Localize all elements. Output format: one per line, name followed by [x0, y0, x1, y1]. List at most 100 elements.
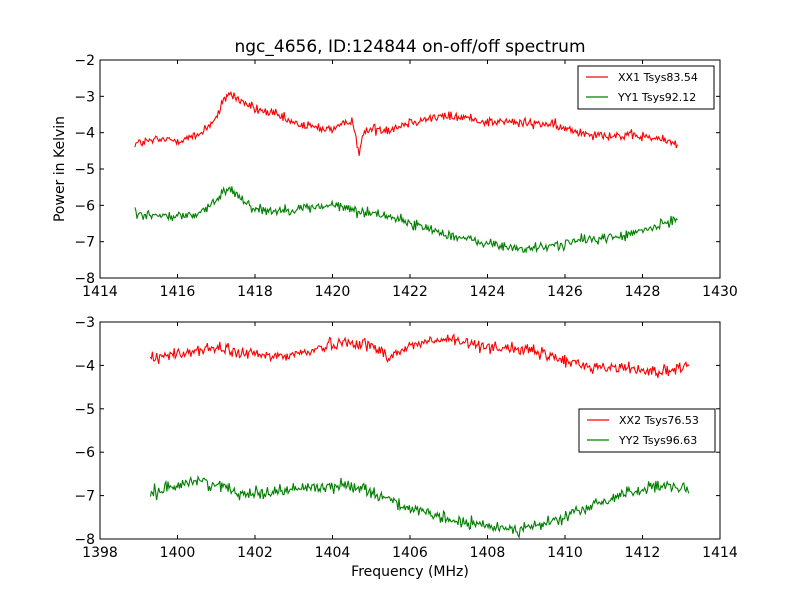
bottom-series-2-point — [642, 489, 643, 490]
top-series-2-point — [448, 234, 449, 235]
top-x-tick-label: 1416 — [160, 284, 196, 300]
bottom-series-1-point — [603, 367, 604, 368]
top-series-2-point — [177, 216, 178, 217]
bottom-series-2-point — [603, 502, 604, 503]
top-series-1-point — [661, 139, 662, 140]
top-series-1-point — [603, 134, 604, 135]
top-series-1-point — [677, 143, 678, 144]
bottom-series-2-point — [545, 523, 546, 524]
bottom-series-1-point — [274, 356, 275, 357]
bottom-series-1-point — [177, 354, 178, 355]
bottom-series-2-point — [177, 484, 178, 485]
bottom-x-tick-label: 1404 — [315, 545, 351, 561]
top-series-2-point — [239, 196, 240, 197]
top-series-2-point — [468, 239, 469, 240]
bottom-y-tick-label: −6 — [74, 445, 95, 461]
bottom-legend-entry: YY2 Tsys96.63 — [618, 434, 697, 447]
top-series-1-point — [359, 154, 360, 155]
top-series-2-point — [227, 187, 228, 188]
bottom-series-2-point — [564, 517, 565, 518]
bottom-series-1-point — [332, 343, 333, 344]
top-y-tick-label: −5 — [74, 162, 95, 178]
bottom-series-2-point — [254, 493, 255, 494]
top-series-2-point — [409, 223, 410, 224]
top-x-tick-label: 1430 — [702, 284, 738, 300]
bottom-series-1-point — [409, 345, 410, 346]
bottom-series-1-point — [584, 365, 585, 366]
bottom-series-2-point — [216, 484, 217, 485]
bottom-legend-box — [578, 408, 716, 453]
bottom-series-1-point — [390, 356, 391, 357]
top-legend-entry: YY1 Tsys92.12 — [617, 91, 696, 104]
bottom-y-tick-label: −4 — [74, 358, 95, 374]
bottom-series-2-point — [332, 486, 333, 487]
bottom-legend: XX2 Tsys76.53 YY2 Tsys96.63 — [578, 408, 716, 453]
bottom-series-2-point — [688, 489, 689, 490]
top-series-1-point — [584, 132, 585, 133]
top-series-2-point — [293, 208, 294, 209]
top-series-2-point — [584, 239, 585, 240]
top-y-tick-label: −6 — [74, 198, 95, 214]
bottom-series-1-point — [642, 369, 643, 370]
top-series-1-point — [158, 139, 159, 140]
bottom-y-tick-label: −8 — [74, 532, 95, 548]
bottom-x-tick-label: 1402 — [237, 545, 273, 561]
bottom-series-2-point — [429, 515, 430, 516]
top-series-2-point — [506, 247, 507, 248]
bottom-series-2-point — [274, 491, 275, 492]
top-series-1-point — [623, 136, 624, 137]
bottom-series-1-point — [448, 339, 449, 340]
top-y-tick-label: −4 — [74, 126, 95, 142]
bottom-series-2-point — [293, 489, 294, 490]
top-x-tick-label: 1428 — [625, 284, 661, 300]
top-series-2-point — [564, 243, 565, 244]
bottom-series-2-point — [150, 493, 151, 494]
top-series-2-point — [371, 212, 372, 213]
bottom-series-2-point — [409, 508, 410, 509]
top-series-2-point — [254, 208, 255, 209]
bottom-legend-entry: XX2 Tsys76.53 — [619, 414, 699, 427]
bottom-series-1-point — [506, 347, 507, 348]
top-series-2-point — [351, 208, 352, 209]
bottom-series-2-point — [196, 480, 197, 481]
bottom-x-tick-label: 1400 — [160, 545, 196, 561]
top-y-axis-label: Power in Kelvin — [52, 116, 68, 222]
top-series-1-point — [227, 92, 228, 93]
top-series-2-point — [661, 225, 662, 226]
top-series-1-point — [526, 123, 527, 124]
top-y-tick-label: −3 — [74, 89, 95, 105]
top-legend: XX1 Tsys83.54 YY1 Tsys92.12 — [577, 65, 715, 110]
bottom-x-tick-label: 1406 — [392, 545, 428, 561]
top-series-1-point — [239, 99, 240, 100]
top-series-2-point — [623, 236, 624, 237]
top-series-1-point — [564, 128, 565, 129]
top-x-tick-label: 1420 — [315, 284, 351, 300]
bottom-x-tick-label: 1414 — [702, 545, 738, 561]
top-series-1-point — [363, 132, 364, 133]
bottom-y-tick-label: −3 — [74, 315, 95, 331]
top-x-tick-label: 1418 — [237, 284, 273, 300]
bottom-series-1-point — [429, 341, 430, 342]
bottom-series-1-point — [216, 347, 217, 348]
bottom-panel: 1398 1400 1402 1404 1406 1408 1410 1412 1414 −8 −7… — [74, 315, 738, 580]
top-series-1-point — [409, 121, 410, 122]
top-panel: 1414 1416 1418 1420 1422 1424 1426 1428 1430 −8 −7… — [52, 37, 738, 300]
top-series-1-point — [371, 128, 372, 129]
top-x-tick-label: 1422 — [392, 284, 428, 300]
bottom-series-1-point — [661, 371, 662, 372]
bottom-series-1-point — [254, 354, 255, 355]
top-series-1-point — [642, 136, 643, 137]
bottom-series-1-point — [351, 341, 352, 342]
bottom-series-2-point — [371, 491, 372, 492]
top-series-1-point — [344, 125, 345, 126]
top-series-1-point — [429, 118, 430, 119]
top-series-2-point — [332, 205, 333, 206]
bottom-series-1-point — [371, 345, 372, 346]
bottom-series-1-point — [235, 352, 236, 353]
bottom-series-1-point — [487, 345, 488, 346]
bottom-x-tick-label: 1410 — [547, 545, 583, 561]
top-series-2-point — [274, 210, 275, 211]
top-x-tick-label: 1414 — [82, 284, 118, 300]
top-y-tick-label: −7 — [74, 235, 95, 251]
top-series-1-point — [487, 121, 488, 122]
